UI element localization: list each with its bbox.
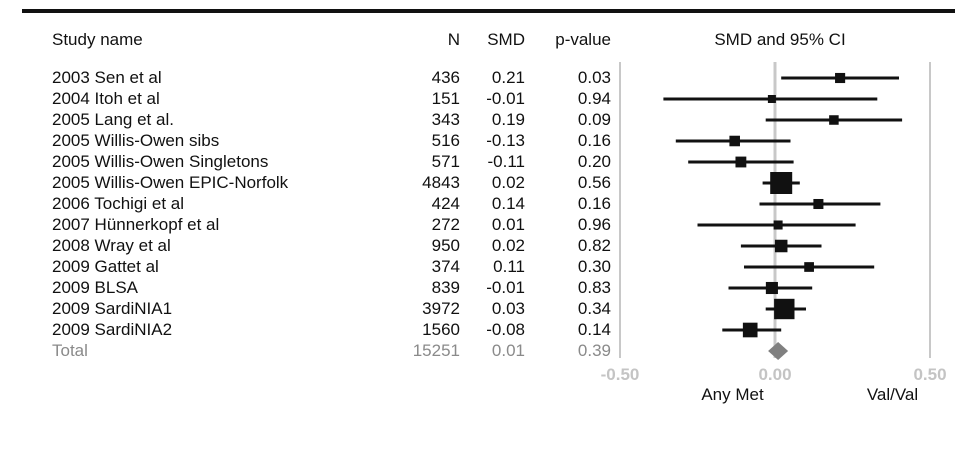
p-value: 0.09 <box>577 110 611 129</box>
point-estimate <box>770 172 793 194</box>
n-value: 839 <box>431 278 460 297</box>
header-p-value: p-value <box>555 30 611 49</box>
total-smd-value: 0.01 <box>491 341 525 360</box>
study-name: 2005 Lang et al. <box>52 110 174 129</box>
p-value: 0.20 <box>577 152 611 171</box>
top-rule <box>22 9 955 13</box>
study-name: 2009 SardiNIA2 <box>52 320 173 339</box>
x-label-right: Val/Val <box>867 385 918 404</box>
p-value: 0.16 <box>577 194 611 213</box>
smd-value: 0.02 <box>491 173 525 192</box>
point-estimate <box>735 156 747 168</box>
n-value: 151 <box>431 89 460 108</box>
p-value: 0.34 <box>577 299 611 318</box>
smd-value: 0.19 <box>491 110 525 129</box>
smd-value: -0.01 <box>486 89 525 108</box>
point-estimate <box>773 220 783 230</box>
smd-value: 0.14 <box>491 194 525 213</box>
smd-value: -0.13 <box>486 131 525 150</box>
x-tick-label: 0.50 <box>913 365 946 384</box>
header-forest-title: SMD and 95% CI <box>714 30 846 49</box>
study-name: 2006 Tochigi et al <box>52 194 185 213</box>
n-value: 272 <box>431 215 460 234</box>
p-value: 0.56 <box>577 173 611 192</box>
total-n-value: 15251 <box>412 341 460 360</box>
point-estimate <box>774 298 795 320</box>
study-name: 2005 Willis-Owen Singletons <box>52 152 269 171</box>
header-n: N <box>447 30 460 49</box>
study-name: 2005 Willis-Owen sibs <box>52 131 220 150</box>
point-estimate <box>804 262 814 272</box>
smd-value: 0.21 <box>491 68 525 87</box>
smd-value: -0.08 <box>486 320 525 339</box>
point-estimate <box>765 281 778 295</box>
p-value: 0.83 <box>577 278 611 297</box>
study-name: 2008 Wray et al <box>52 236 171 255</box>
total-diamond <box>768 342 789 360</box>
smd-value: 0.03 <box>491 299 525 318</box>
study-name: 2007 Hünnerkopf et al <box>52 215 220 234</box>
n-value: 374 <box>431 257 460 276</box>
total-p-value: 0.39 <box>577 341 611 360</box>
study-name: 2009 BLSA <box>52 278 139 297</box>
study-name: 2005 Willis-Owen EPIC-Norfolk <box>52 173 289 192</box>
point-estimate <box>767 94 776 104</box>
n-value: 4843 <box>422 173 460 192</box>
p-value: 0.30 <box>577 257 611 276</box>
point-estimate <box>813 198 824 210</box>
study-name: 2009 Gattet al <box>52 257 159 276</box>
smd-value: 0.02 <box>491 236 525 255</box>
x-tick-label: -0.50 <box>601 365 640 384</box>
study-name: 2004 Itoh et al <box>52 89 160 108</box>
n-value: 950 <box>431 236 460 255</box>
header-study-name: Study name <box>52 30 143 49</box>
p-value: 0.16 <box>577 131 611 150</box>
n-value: 1560 <box>422 320 460 339</box>
total-study-name: Total <box>52 341 88 360</box>
n-value: 516 <box>431 131 460 150</box>
smd-value: -0.11 <box>487 152 526 171</box>
n-value: 436 <box>431 68 460 87</box>
point-estimate <box>729 135 740 147</box>
p-value: 0.03 <box>577 68 611 87</box>
study-name: 2003 Sen et al <box>52 68 162 87</box>
n-value: 571 <box>431 152 460 171</box>
n-value: 424 <box>431 194 460 213</box>
smd-value: 0.11 <box>493 257 525 276</box>
n-value: 3972 <box>422 299 460 318</box>
x-tick-label: 0.00 <box>758 365 791 384</box>
point-estimate <box>774 239 788 253</box>
point-estimate <box>835 72 846 84</box>
n-value: 343 <box>431 110 460 129</box>
p-value: 0.82 <box>577 236 611 255</box>
p-value: 0.94 <box>577 89 611 108</box>
smd-value: 0.01 <box>491 215 525 234</box>
x-label-left: Any Met <box>701 385 764 404</box>
header-smd: SMD <box>487 30 525 49</box>
point-estimate <box>829 115 839 125</box>
point-estimate <box>742 322 758 338</box>
p-value: 0.96 <box>577 215 611 234</box>
study-name: 2009 SardiNIA1 <box>52 299 173 318</box>
p-value: 0.14 <box>577 320 611 339</box>
smd-value: -0.01 <box>486 278 525 297</box>
